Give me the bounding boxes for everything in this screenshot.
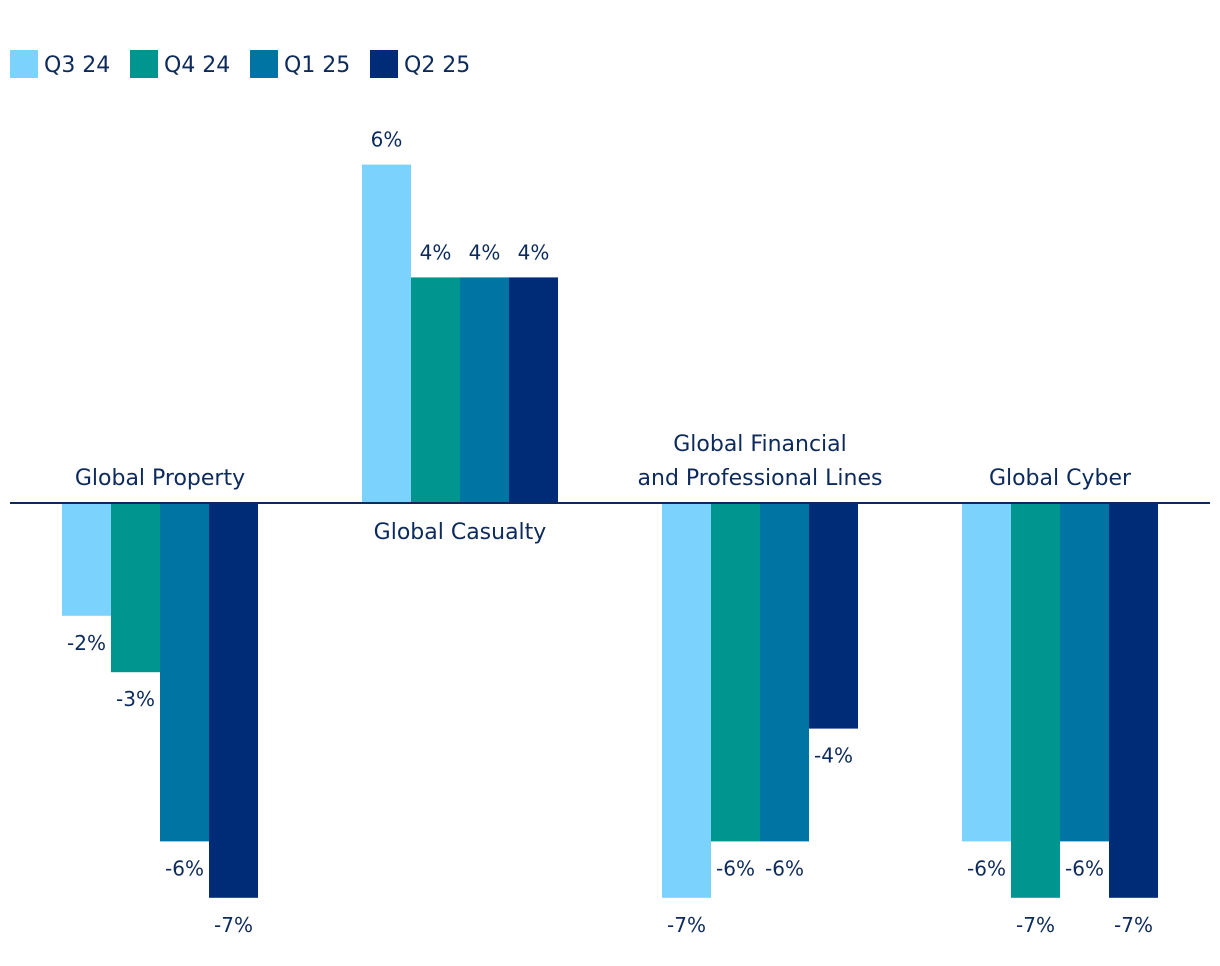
category-labels-group: Global Property Global Casualty Global Fin…: [75, 432, 1132, 545]
bar-global-casualty-q4-24: [411, 277, 460, 503]
bar-global-financial-and-professional-lines-q1-25: [760, 503, 809, 842]
value-label-global-casualty-q1-25: 4%: [469, 240, 501, 264]
bar-global-casualty-q1-25: [460, 277, 509, 503]
bar-global-cyber-q3-24: [962, 503, 1011, 842]
category-label-global-property: Global Property: [75, 466, 245, 491]
value-label-global-property-q1-25: -6%: [165, 856, 204, 880]
bar-global-cyber-q2-25: [1109, 503, 1158, 898]
bar-global-property-q2-25: [209, 503, 258, 898]
legend-item-q1-25: Q1 25: [250, 50, 350, 78]
category-label-line: and Professional Lines: [638, 466, 883, 491]
value-label-global-cyber-q1-25: -6%: [1065, 856, 1104, 880]
category-label-line: Global Cyber: [989, 466, 1132, 491]
value-label-global-financial-and-professional-lines-q4-24: -6%: [716, 856, 755, 880]
bar-global-property-q3-24: [62, 503, 111, 616]
category-label-global-casualty: Global Casualty: [374, 520, 547, 545]
legend-item-q4-24: Q4 24: [130, 50, 230, 78]
bar-global-casualty-q2-25: [509, 277, 558, 503]
bar-global-cyber-q1-25: [1060, 503, 1109, 842]
bar-global-financial-and-professional-lines-q4-24: [711, 503, 760, 842]
value-label-global-property-q2-25: -7%: [214, 913, 253, 937]
bar-global-property-q4-24: [111, 503, 160, 673]
bar-global-financial-and-professional-lines-q2-25: [809, 503, 858, 729]
bars-group: [62, 164, 1158, 898]
value-label-global-cyber-q3-24: -6%: [967, 856, 1006, 880]
value-labels-group: -2% -3% -6% -7% 6% 4% 4% 4% -7% -6% -6% -4% -6% -7% -6…: [67, 128, 1153, 937]
value-label-global-property-q3-24: -2%: [67, 631, 106, 655]
legend-swatch: [250, 50, 278, 78]
bar-global-financial-and-professional-lines-q3-24: [662, 503, 711, 898]
bar-global-property-q1-25: [160, 503, 209, 842]
legend: Q3 24 Q4 24 Q1 25 Q2 25: [10, 50, 470, 78]
legend-item-q2-25: Q2 25: [370, 50, 470, 78]
category-label-line: Global Property: [75, 466, 245, 491]
category-label-global-financial-and-professional-lines: Global Financial and Professional Lines: [638, 432, 883, 491]
value-label-global-casualty-q3-24: 6%: [371, 128, 403, 152]
legend-swatch: [130, 50, 158, 78]
value-label-global-financial-and-professional-lines-q2-25: -4%: [814, 744, 853, 768]
bar-global-casualty-q3-24: [362, 164, 411, 503]
value-label-global-casualty-q4-24: 4%: [420, 240, 452, 264]
value-label-global-cyber-q2-25: -7%: [1114, 913, 1153, 937]
value-label-global-cyber-q4-24: -7%: [1016, 913, 1055, 937]
legend-swatch: [370, 50, 398, 78]
value-label-global-financial-and-professional-lines-q1-25: -6%: [765, 856, 804, 880]
value-label-global-financial-and-professional-lines-q3-24: -7%: [667, 913, 706, 937]
value-label-global-property-q4-24: -3%: [116, 687, 155, 711]
legend-item-q3-24: Q3 24: [10, 50, 110, 78]
legend-swatch: [10, 50, 38, 78]
category-label-line: Global Casualty: [374, 520, 547, 545]
legend-label: Q2 25: [404, 53, 470, 78]
bar-global-cyber-q4-24: [1011, 503, 1060, 898]
category-label-line: Global Financial: [673, 432, 847, 457]
legend-label: Q3 24: [44, 53, 110, 78]
legend-label: Q1 25: [284, 53, 350, 78]
legend-label: Q4 24: [164, 53, 230, 78]
value-label-global-casualty-q2-25: 4%: [518, 240, 550, 264]
category-label-global-cyber: Global Cyber: [989, 466, 1132, 491]
